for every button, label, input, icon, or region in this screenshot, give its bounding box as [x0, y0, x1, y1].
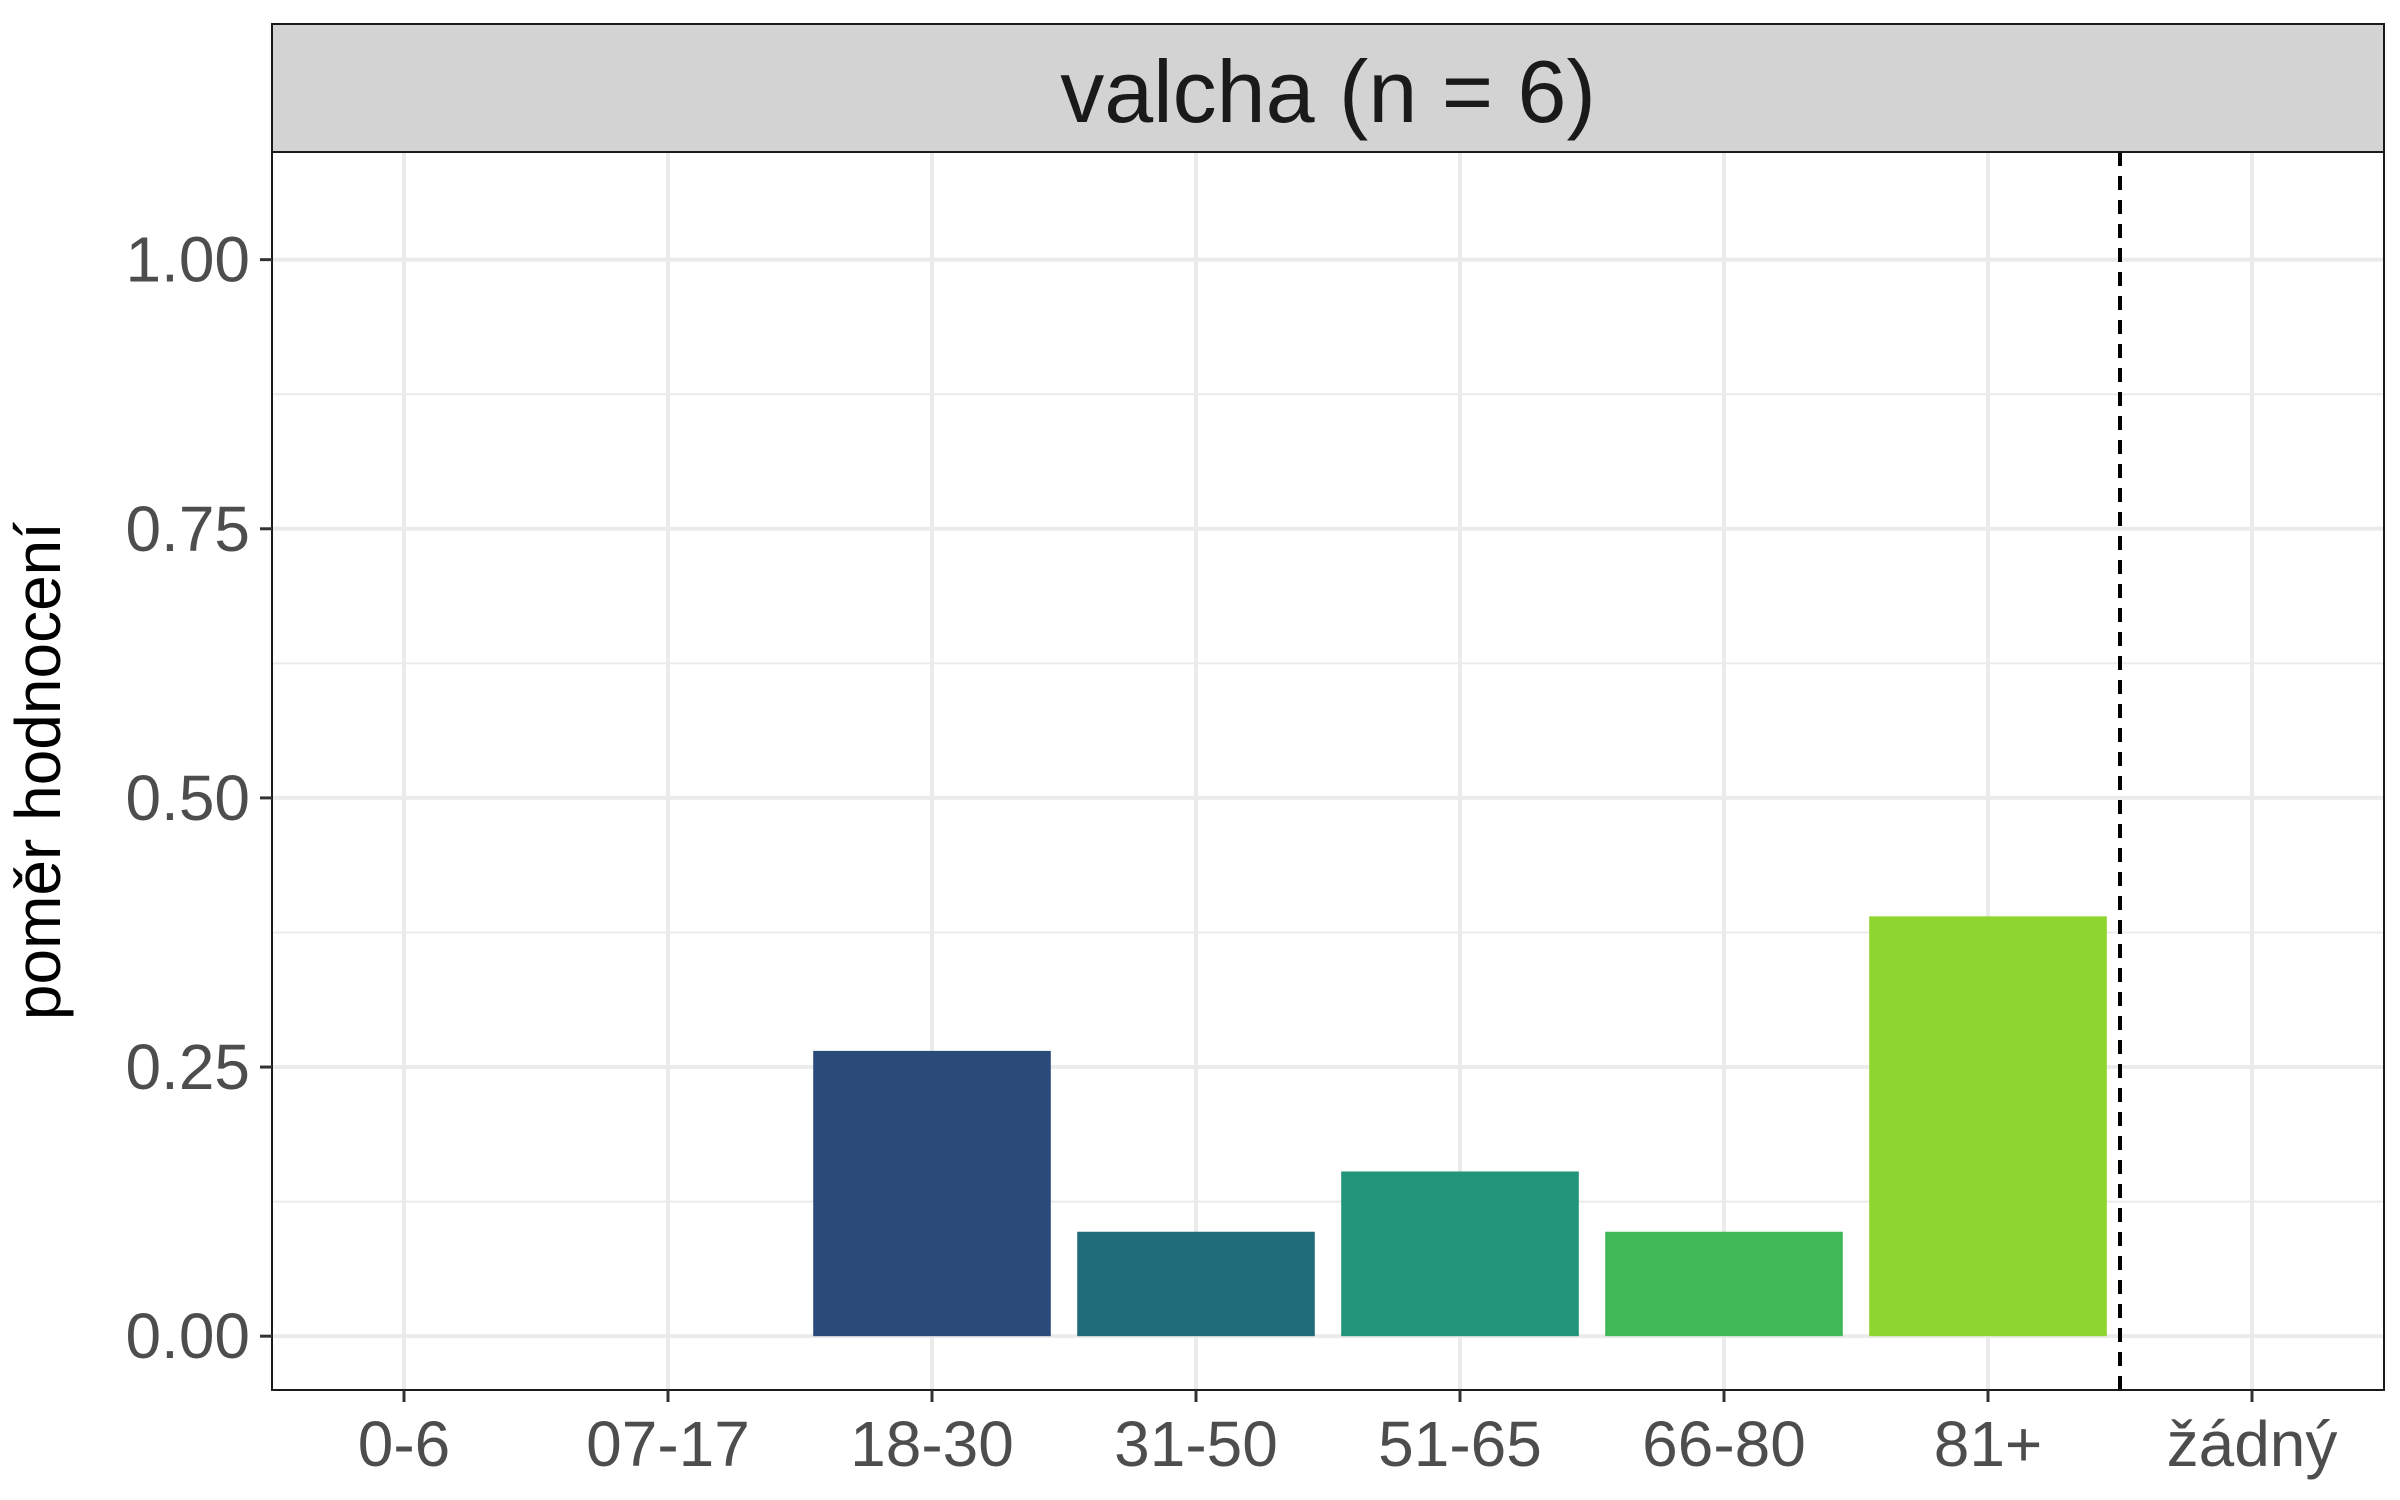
bar-31-50 [1077, 1231, 1315, 1337]
y-tick-label: 0.50 [125, 762, 250, 834]
x-tick-label: 31-50 [1114, 1408, 1278, 1480]
bars [813, 916, 2107, 1337]
facet-title: valcha (n = 6) [1060, 42, 1596, 141]
grid-lines [272, 152, 2384, 1390]
x-tick-label: žádný [2167, 1408, 2338, 1480]
bar-81+ [1869, 916, 2107, 1337]
x-tick-label: 0-6 [358, 1408, 451, 1480]
x-tick-label: 51-65 [1378, 1408, 1542, 1480]
bar-18-30 [813, 1050, 1051, 1337]
y-tick-label: 0.25 [125, 1031, 250, 1103]
bar-51-65 [1341, 1171, 1579, 1337]
x-axis: 0-6 07-17 18-30 31-50 51-65 66-80 81+ žádný [358, 1390, 2338, 1480]
y-tick-label: 0.00 [125, 1300, 250, 1372]
x-tick-label: 18-30 [850, 1408, 1014, 1480]
plot-panel [271, 151, 2385, 1391]
bar-66-80 [1605, 1231, 1843, 1337]
x-tick-label: 66-80 [1642, 1408, 1806, 1480]
x-tick-label: 07-17 [586, 1408, 750, 1480]
y-tick-label: 0.75 [125, 493, 250, 565]
y-axis-title: poměr hodnocení [2, 522, 74, 1020]
y-tick-label: 1.00 [125, 224, 250, 296]
y-axis: 0.00 0.25 0.50 0.75 1.00 [125, 224, 272, 1372]
x-tick-label: 81+ [1934, 1408, 2043, 1480]
facet-strip: valcha (n = 6) [271, 23, 2385, 153]
